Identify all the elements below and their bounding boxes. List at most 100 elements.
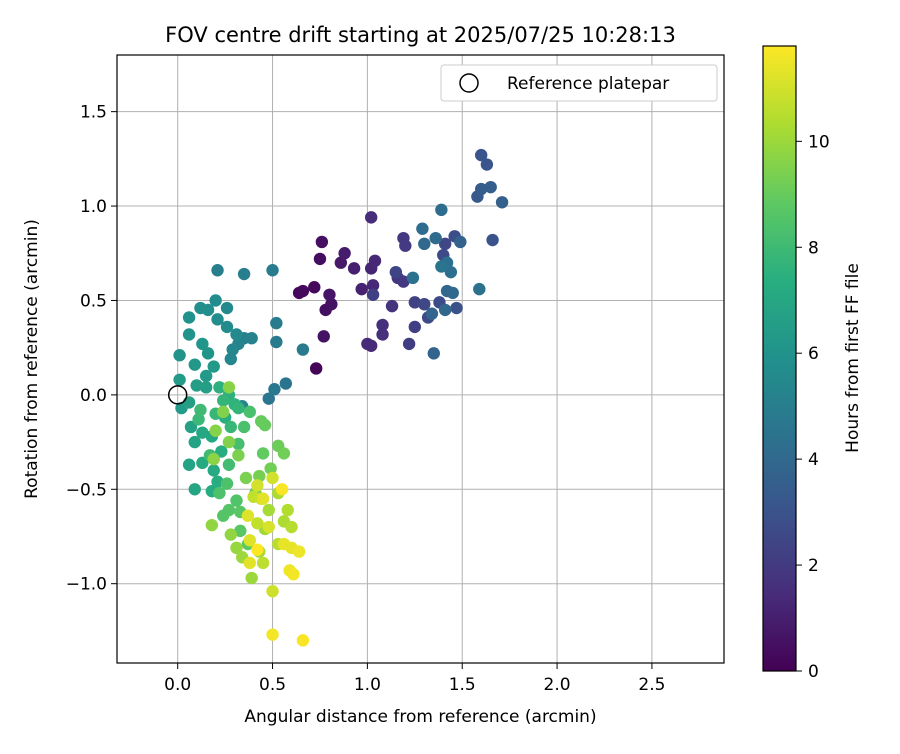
- data-point: [207, 360, 220, 373]
- data-point: [213, 486, 226, 500]
- data-point: [292, 545, 306, 558]
- data-point: [438, 303, 452, 317]
- data-point: [182, 328, 196, 341]
- colorbar-tick-label: 6: [808, 344, 819, 364]
- data-point: [275, 483, 289, 496]
- data-point: [444, 265, 458, 279]
- data-point: [399, 239, 412, 252]
- x-tick-label: 2.0: [544, 675, 571, 695]
- data-point: [402, 337, 416, 351]
- data-point: [211, 313, 224, 326]
- data-point: [484, 180, 497, 194]
- data-point: [418, 298, 431, 311]
- data-point: [217, 509, 230, 522]
- data-point: [408, 296, 422, 309]
- y-tick-label: 1.5: [80, 103, 107, 123]
- data-point: [230, 541, 243, 555]
- axis-ticks: 0.0 0.5 1.0 1.5 2.0 2.5 −1.0 −0.5 0.0 0.5 1.0 1.5: [66, 103, 666, 695]
- data-point: [251, 543, 264, 556]
- x-tick-label: 0.0: [164, 675, 191, 695]
- data-point: [475, 182, 488, 196]
- colorbar-tick-label: 10: [808, 132, 830, 152]
- data-point: [237, 420, 251, 434]
- data-point: [232, 437, 245, 451]
- data-point: [224, 420, 238, 434]
- data-point: [429, 231, 442, 245]
- data-point: [256, 447, 270, 460]
- colorbar-tick-label: 8: [808, 238, 819, 258]
- data-point: [245, 571, 258, 585]
- data-point: [184, 420, 198, 434]
- data-point: [435, 203, 448, 217]
- data-point: [194, 403, 207, 417]
- y-axis-label: Rotation from reference (arcmin): [22, 219, 42, 499]
- legend-marker-icon: [459, 73, 479, 93]
- y-tick-label: 0.5: [80, 291, 107, 311]
- data-point: [217, 405, 230, 419]
- colorbar-tick-label: 4: [808, 450, 819, 470]
- data-point: [418, 237, 431, 251]
- data-point: [287, 568, 300, 581]
- data-point: [256, 556, 270, 570]
- data-point: [450, 301, 463, 315]
- data-point: [368, 254, 382, 268]
- data-point: [281, 503, 294, 517]
- colorbar-tick-label: 0: [808, 662, 819, 682]
- data-point: [220, 301, 234, 315]
- data-point: [495, 196, 509, 209]
- data-point: [364, 211, 378, 224]
- data-point: [222, 381, 236, 394]
- data-point: [270, 335, 283, 349]
- colorbar: [762, 45, 797, 672]
- data-point: [397, 275, 410, 288]
- data-point: [205, 518, 219, 532]
- data-point: [376, 328, 389, 341]
- data-point: [325, 298, 338, 311]
- data-point: [251, 479, 264, 492]
- data-point: [199, 381, 213, 394]
- data-point: [385, 299, 399, 313]
- plot-background: [117, 55, 724, 663]
- data-point: [266, 471, 279, 485]
- data-point: [222, 458, 236, 471]
- x-tick-label: 0.5: [259, 675, 286, 695]
- y-tick-label: −1.0: [66, 575, 107, 595]
- data-point: [258, 418, 272, 432]
- data-point: [241, 509, 255, 522]
- colorbar-ticks: 0 2 4 6 8 10: [796, 132, 830, 682]
- y-tick-label: 1.0: [80, 197, 107, 217]
- data-point: [266, 264, 279, 277]
- data-point: [364, 339, 378, 352]
- data-point: [251, 517, 264, 530]
- data-point: [256, 492, 270, 505]
- data-point: [188, 483, 201, 496]
- data-point: [234, 524, 247, 538]
- data-point: [473, 282, 486, 296]
- data-point: [454, 235, 467, 249]
- data-point: [243, 556, 256, 570]
- data-point: [188, 435, 201, 449]
- data-point: [190, 379, 203, 392]
- data-point: [243, 534, 256, 547]
- data-point: [232, 401, 245, 415]
- data-point: [209, 294, 222, 307]
- data-point: [480, 158, 494, 171]
- data-point: [279, 377, 293, 390]
- data-point: [209, 424, 222, 437]
- data-point: [308, 281, 321, 294]
- data-point: [253, 469, 266, 483]
- data-point: [355, 282, 368, 296]
- data-point: [264, 462, 277, 475]
- x-tick-label: 1.5: [449, 675, 476, 695]
- data-point: [224, 352, 238, 366]
- data-point: [266, 628, 279, 641]
- data-point: [296, 343, 310, 356]
- data-point: [366, 288, 380, 302]
- data-point: [224, 528, 238, 541]
- x-tick-label: 1.0: [354, 675, 381, 695]
- data-point: [215, 445, 228, 458]
- data-point: [416, 222, 429, 235]
- data-point: [406, 271, 420, 285]
